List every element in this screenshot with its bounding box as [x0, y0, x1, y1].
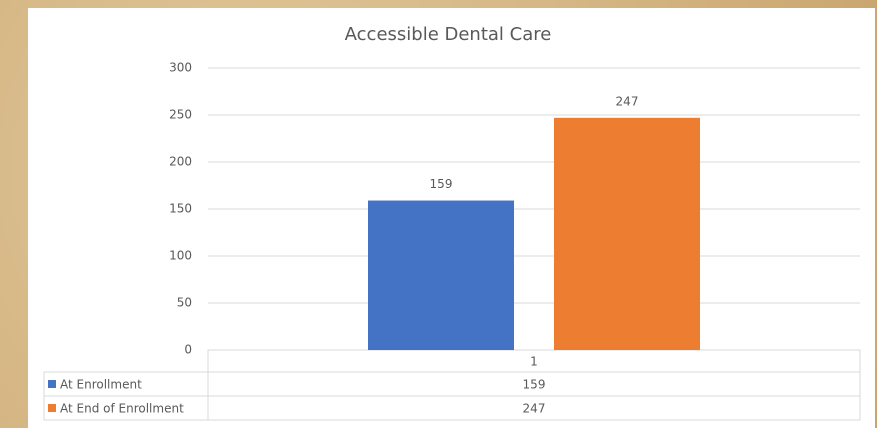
y-tick-label: 300: [169, 61, 192, 75]
table-cell: [207, 395, 861, 421]
data-label: 247: [616, 94, 639, 108]
legend-key: [48, 404, 56, 412]
y-tick-label: 100: [169, 249, 192, 263]
x-tick-label: 1: [530, 355, 538, 369]
legend-label: At Enrollment: [60, 378, 142, 392]
bar: [554, 117, 700, 350]
legend-key: [48, 380, 56, 388]
data-label: 159: [430, 177, 453, 191]
table-value: 159: [523, 378, 546, 392]
y-tick-label: 200: [169, 155, 192, 169]
bar: [368, 200, 514, 350]
y-tick-label: 250: [169, 108, 192, 122]
y-tick-label: 0: [184, 343, 192, 357]
y-tick-label: 50: [177, 296, 192, 310]
chart-title: Accessible Dental Care: [345, 24, 552, 45]
legend-label: At End of Enrollment: [60, 402, 184, 416]
table-value: 247: [523, 402, 546, 416]
y-tick-label: 150: [169, 202, 192, 216]
